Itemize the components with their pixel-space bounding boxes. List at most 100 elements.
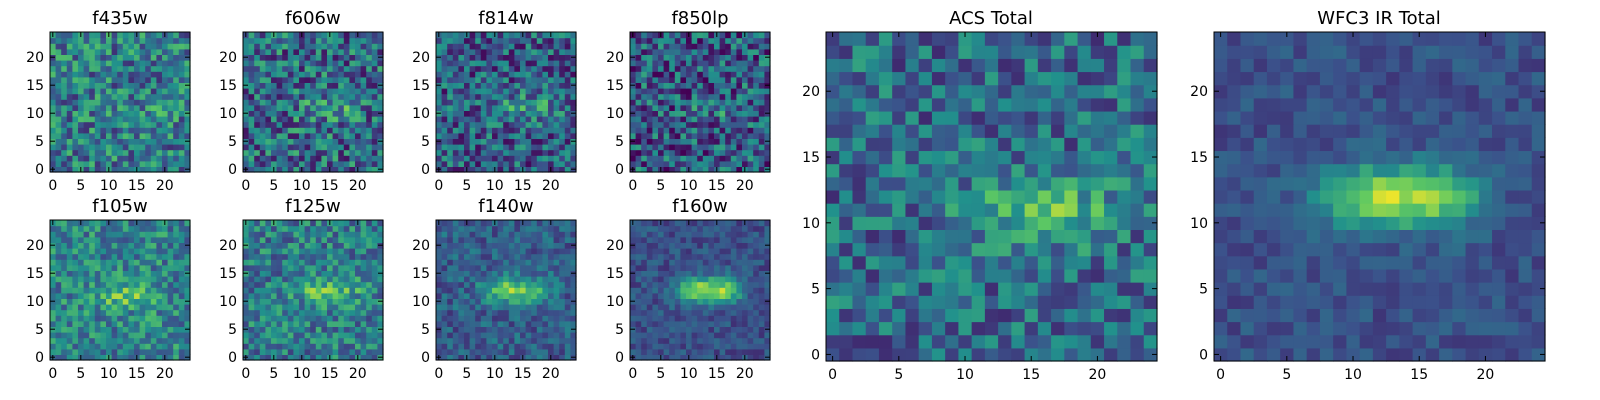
heatmap-cell (514, 343, 521, 350)
heatmap-cell (525, 304, 532, 311)
heatmap-cell (128, 32, 135, 39)
heatmap-cell (458, 270, 465, 277)
heatmap-cell (83, 138, 90, 145)
heatmap-cell (150, 160, 157, 167)
heatmap-cell (50, 132, 57, 139)
heatmap-cell (156, 348, 163, 355)
heatmap-cell (355, 270, 362, 277)
heatmap-cell (167, 320, 174, 327)
heatmap-cell (469, 337, 476, 344)
heatmap-cell (686, 127, 693, 134)
heatmap-cell (377, 116, 384, 123)
heatmap-cell (276, 281, 283, 288)
heatmap-cell (134, 43, 141, 50)
heatmap-cell (282, 121, 289, 128)
heatmap-cell (680, 32, 687, 39)
heatmap-cell (366, 166, 373, 173)
heatmap-cell (243, 104, 250, 111)
heatmap-cell (742, 138, 749, 145)
heatmap-cell (184, 231, 191, 238)
heatmap-cell (520, 48, 527, 55)
heatmap-cell (531, 166, 538, 173)
heatmap-cell (315, 71, 322, 78)
heatmap-cell (520, 332, 527, 339)
heatmap-cell (525, 149, 532, 156)
heatmap-cell (315, 144, 322, 151)
heatmap-cell (730, 37, 737, 44)
heatmap-cell (686, 337, 693, 344)
heatmap-cell (525, 166, 532, 173)
heatmap-cell (742, 116, 749, 123)
heatmap-cell (497, 343, 504, 350)
heatmap-cell (691, 281, 698, 288)
heatmap-cell (742, 149, 749, 156)
heatmap-cell (480, 231, 487, 238)
heatmap-cell (758, 88, 765, 95)
heatmap-cell (55, 104, 62, 111)
heatmap-cell (714, 76, 721, 83)
heatmap-cell (254, 93, 261, 100)
heatmap-cell (287, 65, 294, 72)
heatmap-cell (100, 48, 107, 55)
heatmap-cell (371, 281, 378, 288)
heatmap-cell (697, 332, 704, 339)
heatmap-cell (646, 276, 653, 283)
heatmap-cell (525, 127, 532, 134)
heatmap-cell (525, 82, 532, 89)
heatmap-cell (497, 99, 504, 106)
heatmap-cell (94, 343, 101, 350)
heatmap-cell (106, 48, 113, 55)
heatmap-cell (691, 343, 698, 350)
heatmap-cell (725, 343, 732, 350)
heatmap-cell (691, 132, 698, 139)
heatmap-cell (134, 60, 141, 67)
heatmap-cell (304, 292, 311, 299)
heatmap-cell (50, 155, 57, 162)
heatmap-cell (525, 155, 532, 162)
heatmap-cell (725, 348, 732, 355)
heatmap-cell (111, 166, 118, 173)
heatmap-cell (458, 281, 465, 288)
heatmap-cell (464, 348, 471, 355)
heatmap-cell (178, 155, 185, 162)
heatmap-cell (452, 110, 459, 117)
heatmap-cell (492, 104, 499, 111)
heatmap-cell (162, 298, 169, 305)
heatmap-cell (508, 37, 515, 44)
heatmap-cell (753, 332, 760, 339)
heatmap-cell (652, 287, 659, 294)
heatmap-cell (503, 144, 510, 151)
heatmap-cell (349, 48, 356, 55)
heatmap-cell (282, 264, 289, 271)
heatmap-cell (514, 88, 521, 95)
heatmap-cell (259, 166, 266, 173)
heatmap-cell (674, 354, 681, 361)
heatmap-cell (371, 309, 378, 316)
heatmap-cell (658, 116, 665, 123)
heatmap-cell (441, 155, 448, 162)
heatmap-cell (652, 354, 659, 361)
heatmap-cell (304, 132, 311, 139)
heatmap-cell (553, 132, 560, 139)
heatmap-cell (55, 326, 62, 333)
heatmap-cell (508, 88, 515, 95)
heatmap-cell (94, 93, 101, 100)
heatmap-cell (630, 65, 637, 72)
heatmap-cell (719, 54, 726, 61)
heatmap-cell (50, 309, 57, 316)
heatmap-cell (343, 281, 350, 288)
heatmap-cell (753, 99, 760, 106)
heatmap-cell (178, 287, 185, 294)
heatmap-cell (248, 220, 255, 227)
heatmap-cell (248, 309, 255, 316)
heatmap-cell (167, 354, 174, 361)
heatmap-cell (287, 149, 294, 156)
heatmap-cell (447, 88, 454, 95)
heatmap-cell (469, 332, 476, 339)
heatmap-cell (641, 337, 648, 344)
heatmap-cell (525, 99, 532, 106)
heatmap-cell (630, 287, 637, 294)
heatmap-cell (134, 144, 141, 151)
heatmap-cell (458, 343, 465, 350)
heatmap-cell (702, 121, 709, 128)
